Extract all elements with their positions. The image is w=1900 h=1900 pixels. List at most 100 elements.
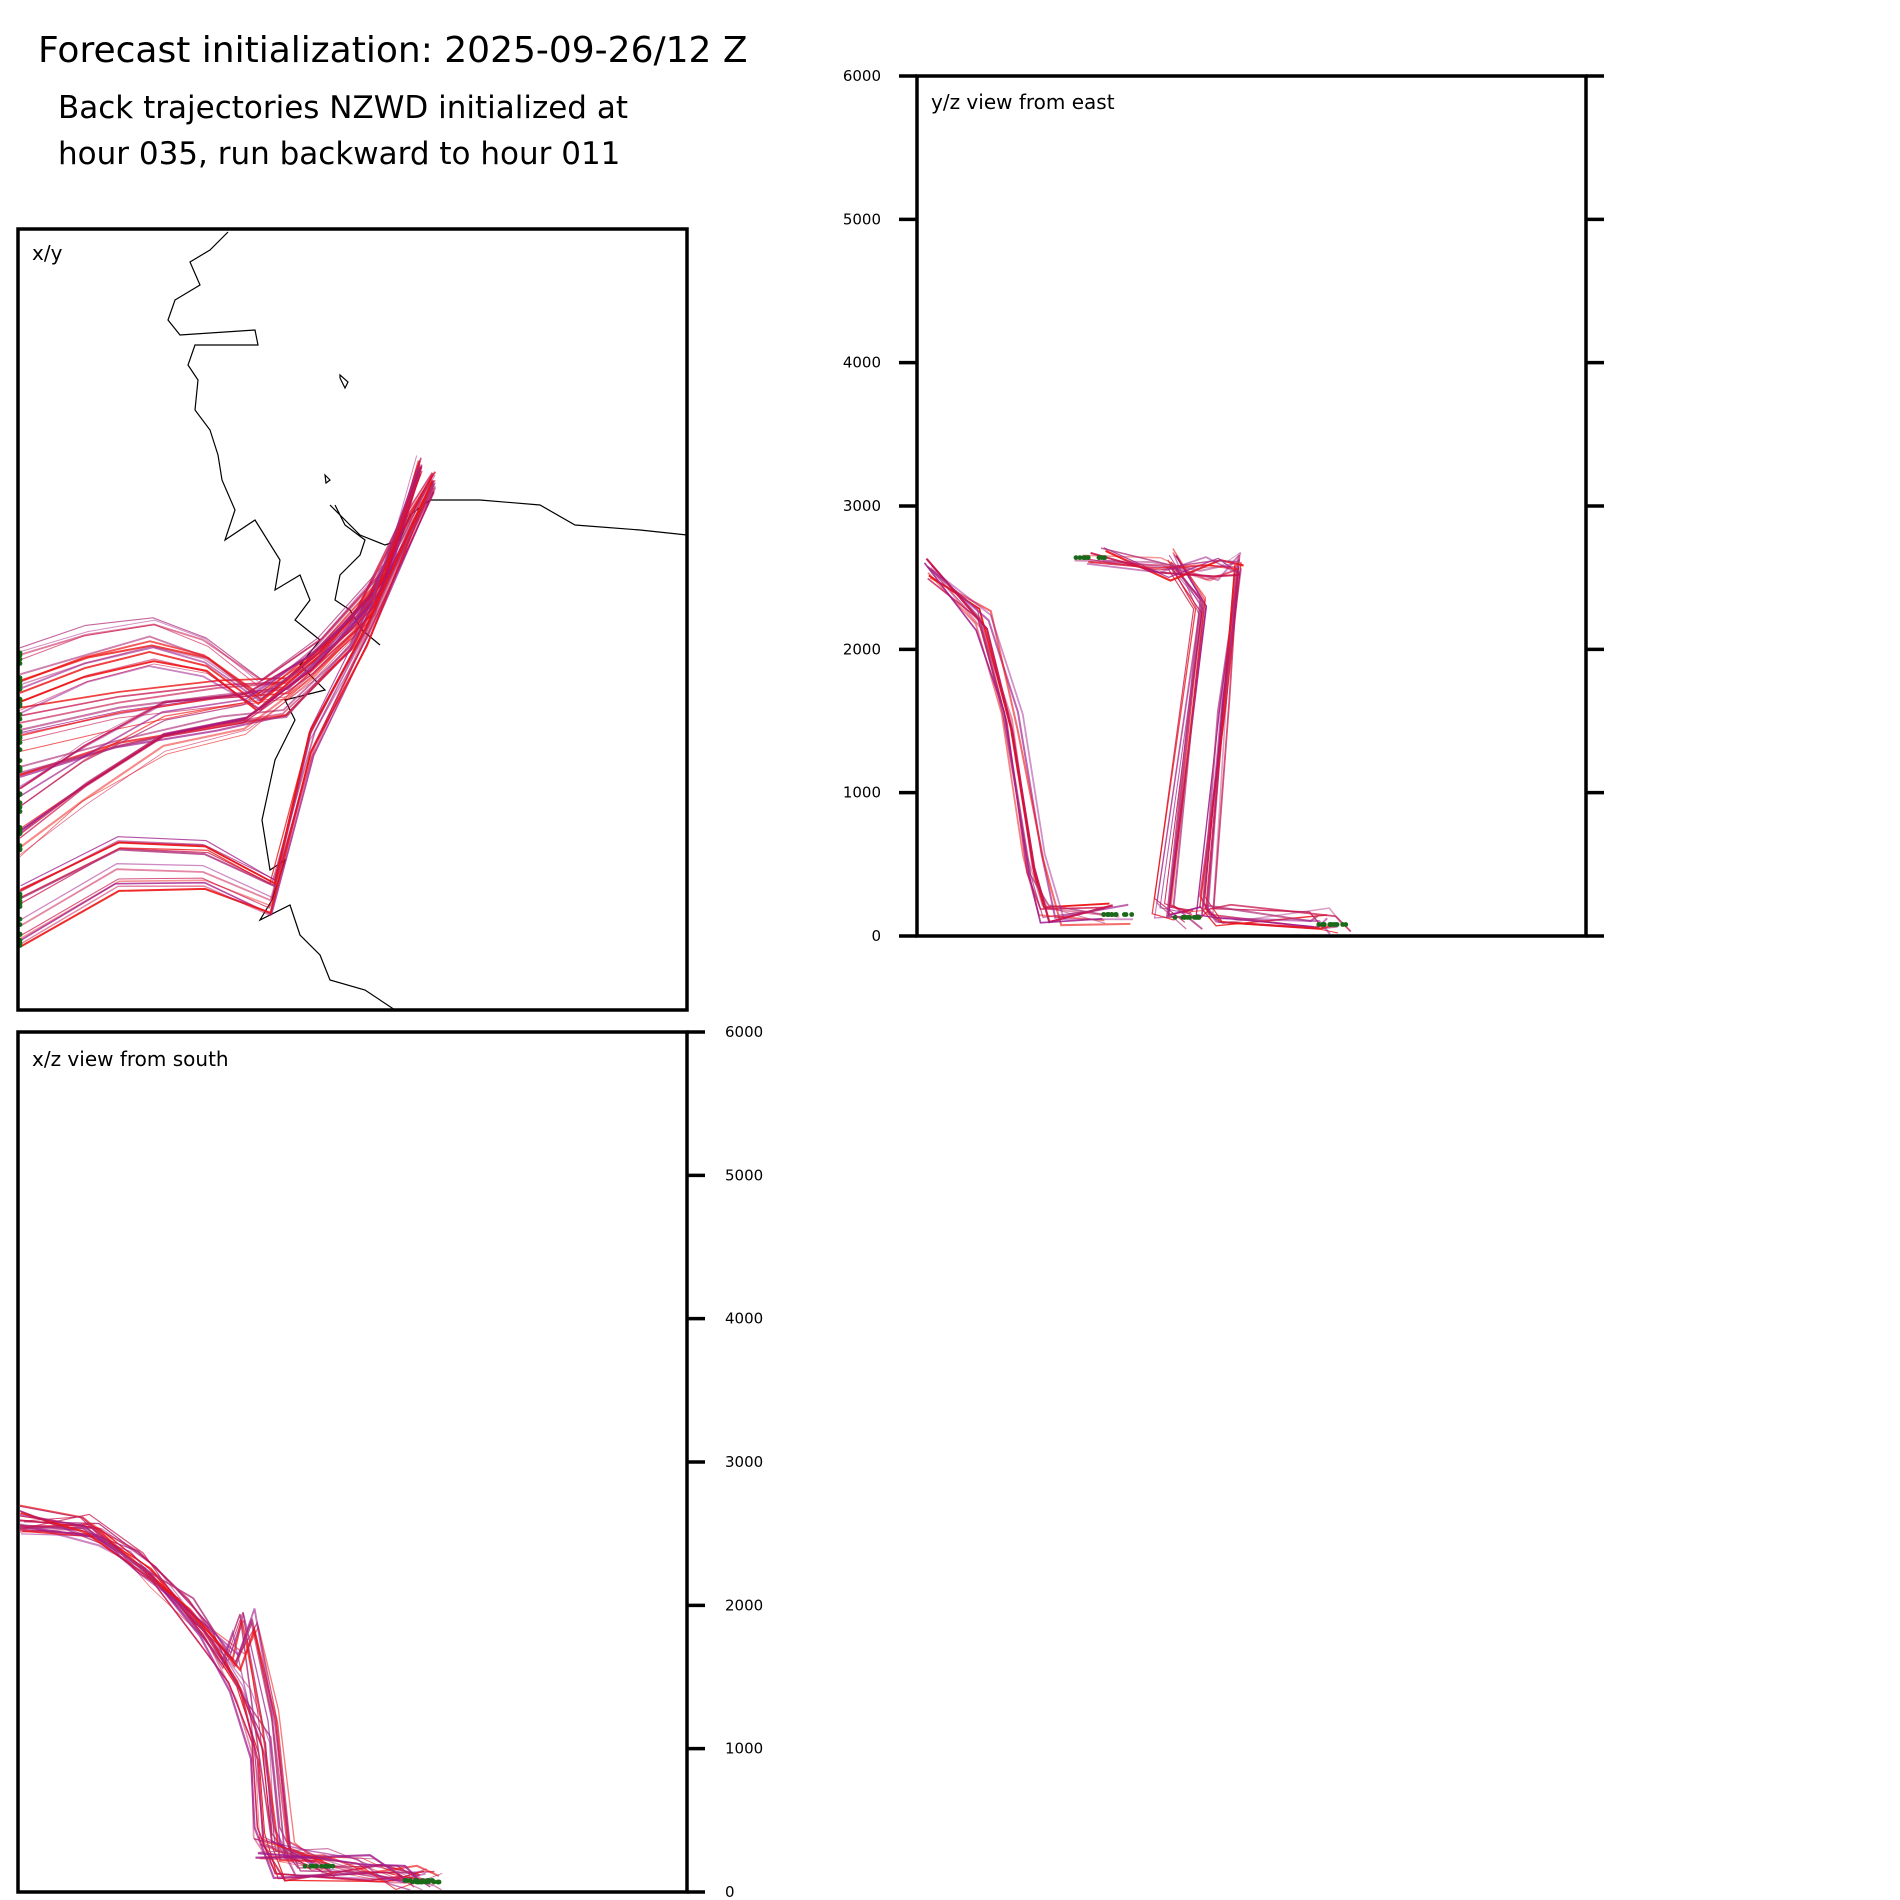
xz-tick-label-6: 6000 [725, 1023, 763, 1041]
yz-tick-label-6: 6000 [843, 67, 881, 85]
figure-title: Forecast initialization: 2025-09-26/12 Z [38, 30, 748, 71]
yz-s3-line-5 [1090, 551, 1240, 578]
xy-s2-line-11 [19, 465, 420, 807]
xz-s0-line-9 [19, 1519, 401, 1882]
xy-frame [16, 227, 689, 1012]
yz-s1-start-marker-6 [1129, 912, 1135, 917]
yz-s1-line-9 [927, 577, 1106, 910]
xy-s2-line-10 [19, 467, 421, 788]
xz-s0-line-6 [20, 1533, 428, 1882]
xz-panel: 0 1000 2000 3000 4000 5000 6000 x/z view from … [16, 1023, 763, 1900]
xz-frame [16, 1030, 689, 1894]
yz-s0-line-2 [1202, 559, 1328, 930]
yz-s0-start-marker-6 [1316, 922, 1322, 927]
yz-s1-line-2 [927, 565, 1129, 919]
coastline [167, 231, 688, 1011]
yz-s3-line-7 [1100, 547, 1238, 567]
xz-s1-line-11 [19, 1505, 317, 1858]
yz-s0-line-6 [1195, 567, 1314, 928]
xz-s2-line-9 [259, 1857, 415, 1888]
xz-s0-line-8 [22, 1530, 425, 1883]
yz-s3-line-9 [1089, 561, 1237, 581]
yz-s1-line-8 [927, 572, 1105, 922]
yz-s3-start-marker-10 [1082, 555, 1088, 560]
yz-s3-start-marker-3 [1073, 555, 1079, 560]
xy-s1-line-12 [19, 460, 420, 697]
yz-s0-start-marker-7 [1321, 922, 1326, 927]
xz-s1-start-marker-0 [330, 1863, 336, 1869]
xz-s1-line-6 [19, 1510, 305, 1858]
yz-s2-start-marker-8 [1172, 915, 1178, 920]
yz-s0-start-marker-11 [1340, 922, 1346, 927]
xz-s1-start-marker-10 [324, 1863, 329, 1869]
yz-s0-line-11 [1211, 556, 1342, 924]
xy-panel-label: x/y [32, 241, 63, 265]
xz-tick-label-5: 5000 [725, 1166, 763, 1184]
xz-s0-line-0 [19, 1515, 415, 1880]
yz-s3-line-10 [1086, 556, 1234, 574]
yz-s0-line-9 [1212, 570, 1352, 933]
xz-s0-line-2 [19, 1523, 426, 1882]
xz-s0-line-4 [19, 1513, 417, 1882]
yz-s0-line-3 [1206, 558, 1338, 930]
yz-tick-label-0: 0 [871, 927, 881, 945]
xz-axis-ticks: 0 1000 2000 3000 4000 5000 6000 [687, 1023, 763, 1900]
xy-s2-line-5 [19, 470, 421, 839]
yz-s1-start-marker-5 [1113, 912, 1118, 917]
xz-s1-line-5 [19, 1523, 324, 1862]
coastline-segment-1 [329, 499, 688, 546]
xy-s3-line-12 [19, 480, 434, 892]
yz-s1-line-3 [930, 564, 1112, 917]
yz-s0-start-marker-10 [1329, 922, 1334, 927]
xy-s3-line-5 [20, 480, 435, 905]
subtitle-line-1: Back trajectories NZWD initialized at [58, 90, 628, 126]
xz-s0-line-11 [21, 1525, 434, 1887]
xz-s2-start-marker-0 [431, 1879, 437, 1885]
xy-s3-line-13 [19, 492, 435, 946]
xz-trajectory-lines [19, 1504, 443, 1891]
yz-s1-line-4 [929, 576, 1131, 927]
xz-s1-line-9 [23, 1513, 336, 1878]
xz-tick-label-4: 4000 [725, 1310, 763, 1328]
yz-s3-start-marker-7 [1096, 555, 1102, 560]
yz-tick-label-1: 1000 [843, 784, 881, 802]
xz-s1-start-marker-2 [319, 1863, 324, 1869]
yz-s1-line-11 [926, 565, 1106, 924]
xz-s1-start-marker-11 [310, 1863, 316, 1869]
xy-s3-line-7 [20, 482, 436, 890]
yz-s3-line-11 [1107, 551, 1241, 570]
xz-s0-line-10 [19, 1525, 406, 1884]
xz-s1-line-2 [19, 1524, 324, 1874]
xy-s1-line-3 [19, 457, 422, 681]
xz-s1-line-1 [19, 1516, 312, 1870]
xy-s2-line-13 [20, 473, 422, 835]
yz-s2-start-marker-10 [1182, 915, 1187, 920]
xy-panel: x/y [16, 227, 689, 1012]
xy-s3-line-4 [19, 487, 431, 948]
yz-s2-line-7 [1156, 553, 1200, 930]
xz-s0-line-3 [19, 1510, 435, 1874]
yz-s1-start-marker-11 [1105, 912, 1110, 917]
xz-tick-label-3: 3000 [725, 1453, 763, 1471]
yz-trajectory-lines [923, 547, 1352, 935]
yz-s1-line-6 [932, 569, 1134, 921]
yz-frame [915, 74, 1588, 938]
xz-s0-line-1 [19, 1527, 407, 1884]
xy-trajectory-lines [19, 455, 437, 948]
yz-s0-start-marker-8 [1333, 922, 1339, 927]
xz-s1-start-marker-4 [314, 1863, 319, 1869]
xz-s2-start-marker-10 [409, 1879, 415, 1885]
xy-s1-line-11 [19, 464, 423, 699]
xz-s1-line-10 [19, 1514, 332, 1873]
xz-s0-line-5 [19, 1528, 420, 1882]
yz-s3-start-marker-1 [1077, 555, 1083, 560]
xz-panel-label: x/z view from south [32, 1047, 229, 1071]
yz-tick-label-3: 3000 [843, 497, 881, 515]
yz-panel-label: y/z view from east [931, 90, 1115, 114]
xz-s2-line-10 [254, 1838, 411, 1891]
yz-tick-label-5: 5000 [843, 210, 881, 228]
yz-tick-label-2: 2000 [843, 640, 881, 658]
yz-s3-start-marker-11 [1102, 555, 1108, 560]
xz-tick-label-0: 0 [725, 1883, 735, 1900]
yz-start-markers [1073, 555, 1349, 927]
